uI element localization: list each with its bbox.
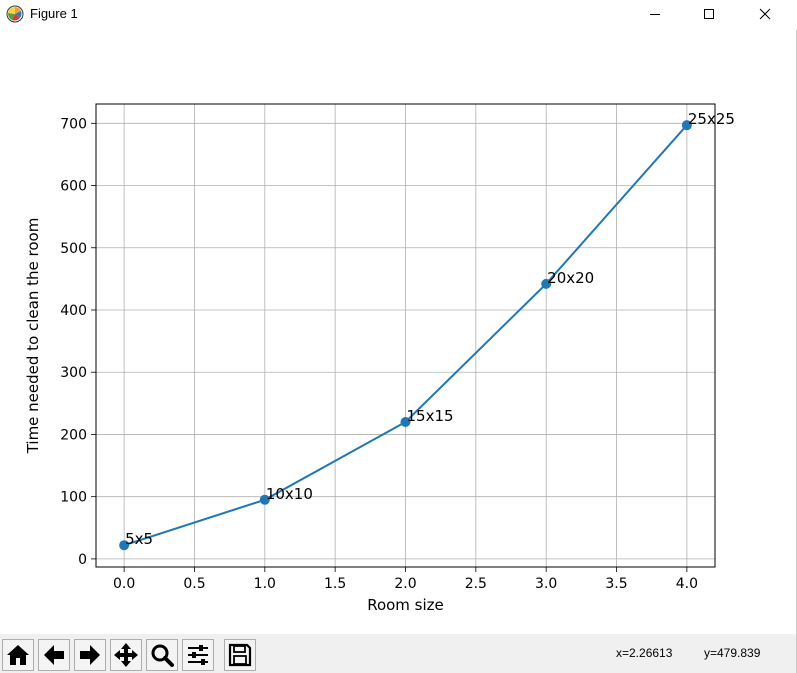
data-point[interactable] (400, 417, 411, 428)
pan-button[interactable] (110, 639, 142, 671)
pan-move-icon (114, 643, 138, 667)
data-point[interactable] (681, 120, 692, 131)
save-button[interactable] (224, 639, 256, 671)
figure-canvas[interactable]: 0.0 0.5 1.0 1.5 2.0 2.5 3.0 3.5 4.0 0 100 200 300 400… (0, 30, 796, 630)
close-icon (759, 8, 771, 20)
minimize-icon (650, 14, 660, 15)
home-icon (7, 645, 29, 665)
x-tick-label: 0.0 (113, 576, 135, 592)
y-tick-label: 100 (60, 490, 87, 506)
forward-button[interactable] (74, 639, 106, 671)
maximize-icon (704, 9, 714, 19)
x-axis-label: Room size (367, 596, 444, 614)
home-button[interactable] (2, 639, 34, 671)
x-tick-label: 2.5 (465, 576, 487, 592)
save-floppy-icon (228, 643, 252, 667)
window-title: Figure 1 (30, 6, 78, 21)
y-tick-label: 400 (60, 303, 87, 319)
subplots-config-icon (188, 645, 208, 665)
point-label: 5x5 (125, 530, 153, 548)
x-tick-label: 0.5 (183, 576, 205, 592)
point-label: 10x10 (266, 485, 313, 503)
maximize-button[interactable] (686, 0, 732, 28)
y-tick-label: 500 (60, 241, 87, 257)
axes-frame (95, 103, 716, 568)
y-tick-label: 300 (60, 365, 87, 381)
point-label: 25x25 (688, 110, 735, 128)
zoom-button[interactable] (146, 639, 178, 671)
matplotlib-logo-icon (6, 5, 24, 23)
y-tick-label: 700 (60, 116, 87, 132)
x-tick-label: 3.0 (535, 576, 557, 592)
cursor-x-readout: x=2.26613 (616, 646, 673, 660)
title-bar[interactable]: Figure 1 (0, 0, 797, 30)
navigation-toolbar: x=2.26613 y=479.839 (0, 634, 796, 673)
line-chart[interactable]: 0.0 0.5 1.0 1.5 2.0 2.5 3.0 3.5 4.0 0 100 200 300 400… (0, 30, 796, 630)
x-tick-label: 2.0 (394, 576, 416, 592)
y-axis-label: Time needed to clean the room (24, 218, 42, 455)
data-point[interactable] (541, 278, 552, 289)
y-tick-label: 200 (60, 427, 87, 443)
minimize-button[interactable] (632, 0, 678, 28)
back-button[interactable] (38, 639, 70, 671)
y-tick-label: 0 (78, 552, 87, 568)
point-label: 15x15 (407, 407, 454, 425)
back-arrow-icon (44, 645, 64, 665)
x-tick-label: 1.5 (324, 576, 346, 592)
x-tick-label: 4.0 (676, 576, 698, 592)
data-point[interactable] (259, 494, 270, 505)
data-point[interactable] (119, 540, 130, 551)
forward-arrow-icon (80, 645, 100, 665)
x-tick-label: 3.5 (605, 576, 627, 592)
subplots-button[interactable] (182, 639, 214, 671)
zoom-magnifier-icon (151, 644, 174, 667)
y-tick-label: 600 (60, 179, 87, 195)
x-tick-label: 1.0 (254, 576, 276, 592)
point-label: 20x20 (547, 269, 594, 287)
close-button[interactable] (742, 0, 788, 28)
cursor-y-readout: y=479.839 (704, 646, 761, 660)
